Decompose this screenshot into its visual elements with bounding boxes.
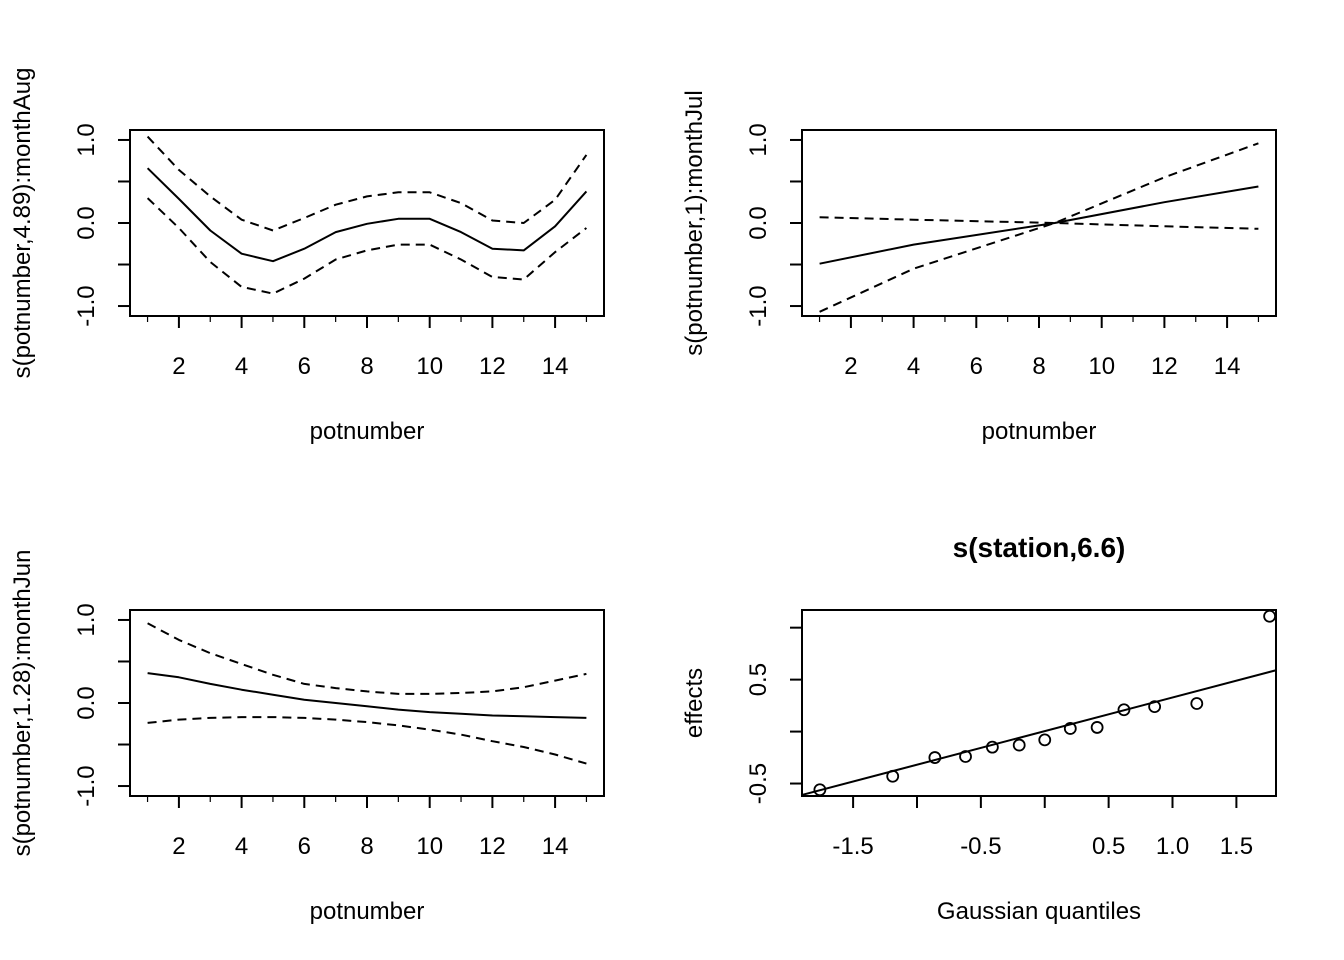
x-tick-label: 12 [479,353,506,380]
reference-line [801,669,1277,796]
confidence-band-line [819,142,1259,313]
data-point [1148,700,1162,714]
x-tick-label: 14 [1214,353,1241,380]
x-tick-label: 4 [235,833,248,860]
x-tick-label: 6 [298,833,311,860]
x-tick-label: 4 [235,353,248,380]
y-axis-label: s(potnumber,1.28):monthJun [9,550,36,857]
x-axis-label: Gaussian quantiles [937,898,1141,925]
y-tick-label: -1.0 [73,285,100,326]
y-tick-label: 0.0 [73,206,100,239]
data-point [1263,609,1277,623]
y-tick-label: 0.0 [73,686,100,719]
panel-aug: 2 4 6 8 10 12 14 -1.0 0.0 1.0 potnumber s(potnum… [9,68,605,445]
x-tick-label: 2 [172,353,185,380]
plot-marks [147,622,587,765]
y-axis-label: effects [681,668,708,738]
y-tick-label: -1.0 [745,285,772,326]
x-tick-label: 8 [360,833,373,860]
plot-marks [819,142,1259,313]
x-axis: 2 4 6 8 10 12 14 [146,796,588,860]
data-point [886,769,900,783]
y-tick-label: 1.0 [745,123,772,156]
panel-jun: 2 4 6 8 10 12 14 -1.0 0.0 1.0 potnumber s(potnum… [9,550,605,925]
y-axis: -0.5 0.5 [745,626,802,804]
y-axis: -1.0 0.0 1.0 [73,123,130,327]
x-axis-label: potnumber [310,418,425,445]
x-axis: 2 4 6 8 10 12 14 [818,316,1260,380]
data-point [1038,733,1052,747]
x-tick-label: -1.5 [832,833,873,860]
x-tick-label: 1.0 [1156,833,1189,860]
x-tick-label: 2 [844,353,857,380]
x-axis: -1.5 -0.5 0.5 1.0 1.5 [832,796,1253,860]
x-tick-label: 8 [360,353,373,380]
smooth-line [147,672,587,719]
x-tick-label: 10 [416,833,443,860]
plot-frame [801,609,1277,797]
data-point [1090,721,1104,734]
data-point [1117,703,1131,717]
panel-station-qq: -1.5 -0.5 0.5 1.0 1.5 -0.5 0.5 s(station,6.6)… [681,532,1277,925]
panel-jul: 2 4 6 8 10 12 14 -1.0 0.0 1.0 potnumber s(potnum… [681,90,1277,445]
x-tick-label: 10 [1088,353,1115,380]
x-axis: 2 4 6 8 10 12 14 [146,316,588,380]
x-tick-label: 14 [542,833,569,860]
x-tick-label: -0.5 [960,833,1001,860]
x-tick-label: 1.5 [1220,833,1253,860]
data-point [1063,722,1077,735]
plot-marks [146,135,588,295]
data-point [928,751,942,764]
x-tick-label: 12 [479,833,506,860]
y-tick-label: 1.0 [73,603,100,636]
x-tick-label: 6 [970,353,983,380]
y-axis: -1.0 0.0 1.0 [745,123,802,327]
confidence-band-line [146,197,588,295]
y-tick-label: 0.0 [745,206,772,239]
data-point [959,750,972,763]
y-tick-label: 0.5 [745,663,772,696]
chart-title: s(station,6.6) [953,532,1126,563]
y-axis: -1.0 0.0 1.0 [73,603,130,807]
smooth-line [146,167,588,263]
data-point [985,740,999,754]
y-tick-label: 1.0 [73,123,100,156]
y-axis-label: s(potnumber,1):monthJul [681,90,708,355]
data-point [1190,697,1204,710]
confidence-band-line [147,716,587,765]
x-tick-label: 10 [416,353,443,380]
x-axis-label: potnumber [310,898,425,925]
y-axis-label: s(potnumber,4.89):monthAug [9,68,36,379]
x-tick-label: 12 [1151,353,1178,380]
x-tick-label: 6 [298,353,311,380]
x-tick-label: 0.5 [1092,833,1125,860]
confidence-band-line [819,216,1259,230]
x-tick-label: 2 [172,833,185,860]
y-tick-label: -0.5 [745,763,772,804]
x-tick-label: 14 [542,353,569,380]
x-tick-label: 8 [1032,353,1045,380]
x-tick-label: 4 [907,353,920,380]
x-axis-label: potnumber [982,418,1097,445]
confidence-band-line [146,135,588,232]
y-tick-label: -1.0 [73,765,100,806]
data-point [813,783,827,797]
data-point [1012,738,1026,752]
smooth-line [819,185,1259,265]
confidence-band-line [147,622,587,695]
plot-marks [801,609,1277,797]
